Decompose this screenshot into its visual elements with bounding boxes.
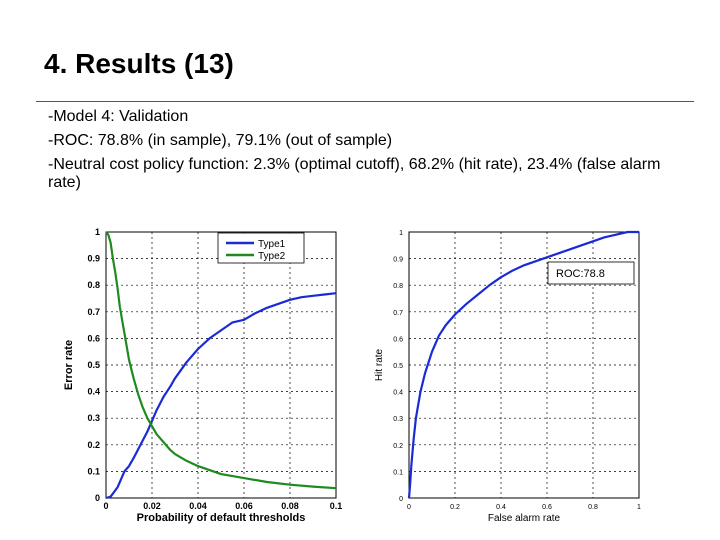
x-tick-label: 0 [407,504,411,511]
y-tick-label: 0.2 [87,440,100,450]
y-tick-label: 0.3 [393,416,403,423]
y-tick-label: 1 [95,227,100,237]
y-tick-label: 0.7 [393,310,403,317]
roc-annotation: ROC:78.8 [556,268,605,280]
x-tick-label: 0.08 [281,501,299,511]
y-tick-label: 0.5 [393,363,403,370]
y-tick-label: 0.9 [87,254,100,264]
series-line-type1 [105,292,337,500]
bullet-list: -Model 4: Validation -ROC: 78.8% (in sam… [48,108,688,198]
y-tick-label: 0 [95,493,100,503]
y-axis-label: Hit rate [374,348,385,381]
y-tick-label: 0.2 [393,443,403,450]
title-divider [36,101,694,102]
x-tick-label: 0.02 [143,501,161,511]
bullet-model: -Model 4: Validation [48,108,189,125]
x-tick-label: 1 [637,504,641,511]
y-tick-label: 0.1 [87,466,100,476]
x-tick-label: 0.1 [330,501,343,511]
series-line-type2 [105,231,337,490]
x-tick-label: 0.2 [450,504,460,511]
y-tick-label: 0 [399,496,403,503]
y-tick-label: 0.8 [393,283,403,290]
legend-label: Type2 [258,251,286,262]
legend-label: Type1 [258,239,286,250]
x-tick-label: 0.8 [588,504,598,511]
y-tick-label: 0.8 [87,280,100,290]
bullet-roc: -ROC: 78.8% (in sample), 79.1% (out of s… [48,132,393,149]
y-tick-label: 1 [399,230,403,237]
x-tick-label: 0.04 [189,501,207,511]
series-line-0 [407,230,639,499]
x-tick-label: 0.4 [496,504,506,511]
y-tick-label: 0.3 [87,413,100,423]
x-tick-label: 0.6 [542,504,552,511]
slide-title: 4. Results (13) [44,48,234,79]
y-tick-label: 0.9 [393,257,403,264]
y-tick-label: 0.4 [87,387,100,397]
y-tick-label: 0.6 [87,333,100,343]
x-tick-label: 0.06 [235,501,253,511]
y-tick-label: 0.7 [87,307,100,317]
y-tick-label: 0.5 [87,360,100,370]
roc-annotation-box [547,261,635,285]
x-axis-label: False alarm rate [488,513,561,524]
legend-box [217,232,305,264]
y-tick-label: 0.1 [393,469,403,476]
y-tick-label: 0.6 [393,336,403,343]
y-axis-label: Error rate [63,340,75,390]
y-tick-label: 0.4 [393,390,403,397]
bullet-policy: -Neutral cost policy function: 2.3% (opt… [48,156,661,191]
x-tick-label: 0 [103,501,108,511]
x-axis-label: Probability of default thresholds [137,512,306,524]
